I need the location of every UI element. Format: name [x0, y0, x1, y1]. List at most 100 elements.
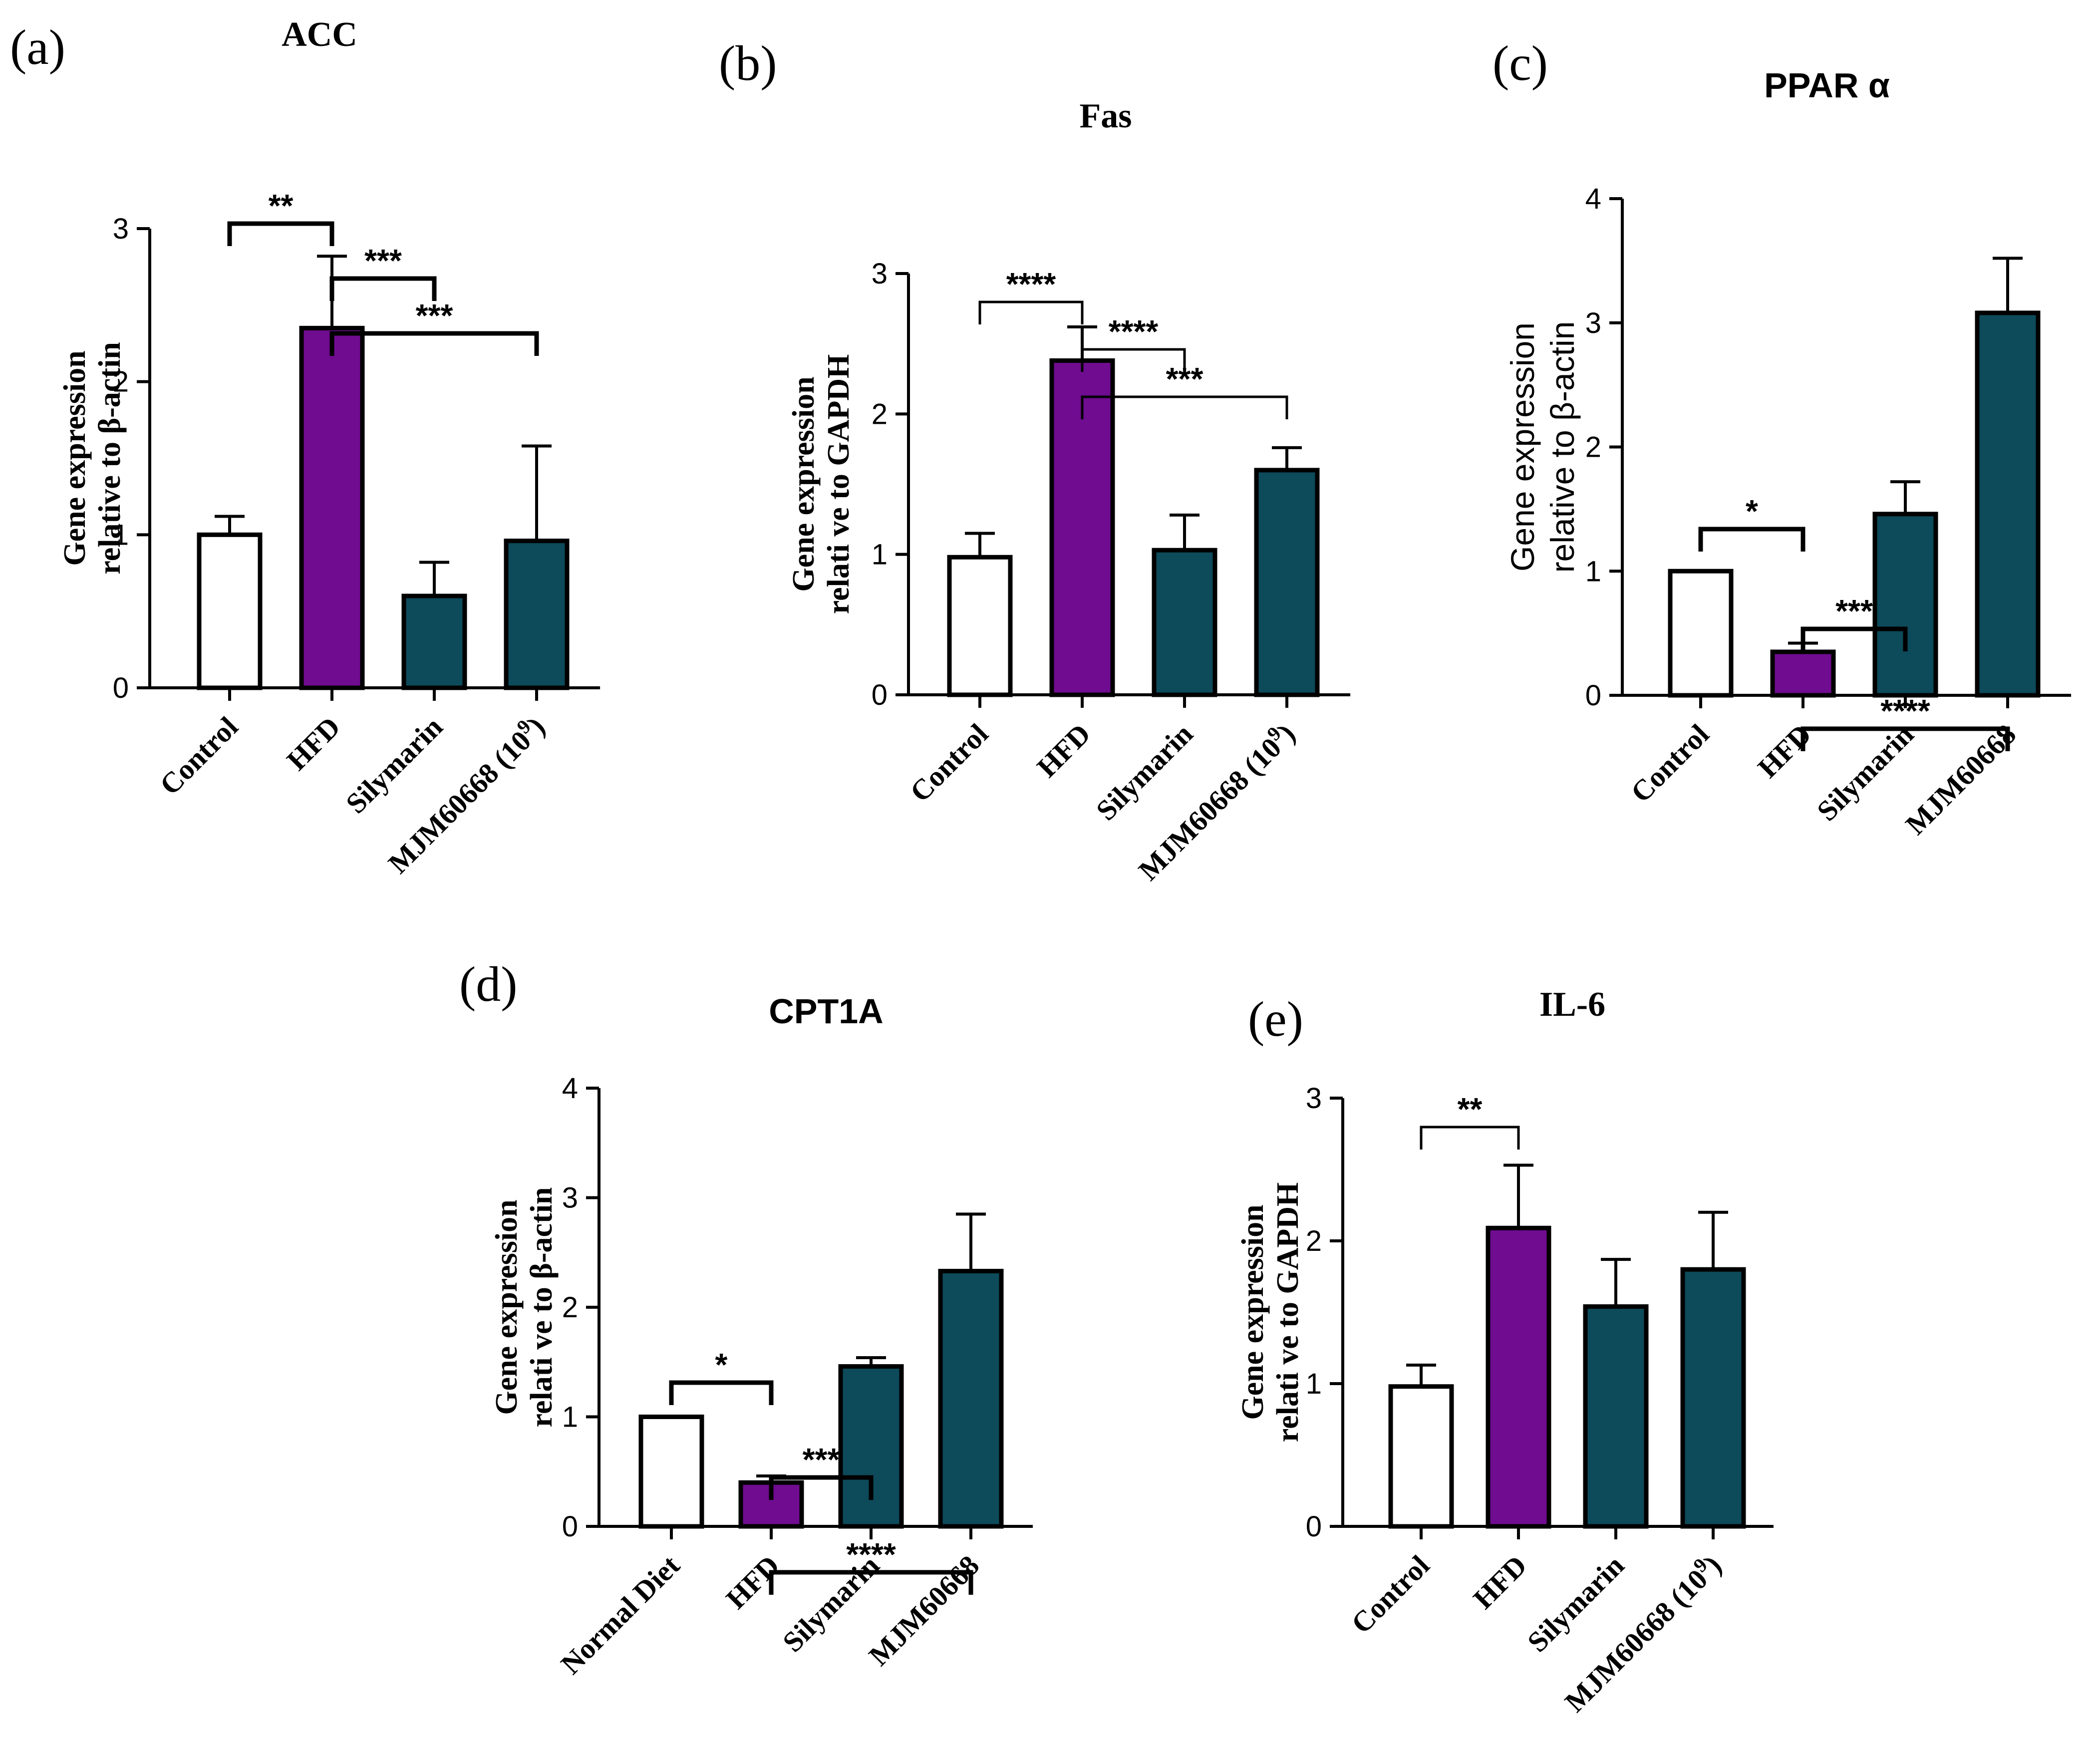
chart-title: CPT1A: [769, 992, 883, 1031]
x-category-label: HFD: [281, 710, 347, 777]
y-axis-label: Gene expressionrelati ve to β-actin: [490, 1187, 559, 1428]
bar: [838, 1364, 904, 1529]
panel-label: (c): [1493, 35, 1548, 91]
x-category-text: Control: [1624, 718, 1715, 809]
panel-label: (e): [1248, 991, 1303, 1047]
y-tick-label: 1: [113, 519, 129, 551]
y-tick-label: 3: [872, 258, 888, 290]
significance-label: ***: [416, 297, 453, 333]
y-tick-label: 0: [113, 672, 129, 704]
x-category-label: Silymarin: [339, 710, 449, 820]
y-axis-label: Gene expressionrelative to β-actin: [58, 342, 127, 574]
significance-bracket: [1420, 1126, 1520, 1150]
chart-title: IL-6: [1539, 985, 1605, 1024]
significance-bracket: [1698, 527, 1805, 552]
x-category-text: Control: [1345, 1549, 1436, 1640]
x-category-label: MJM60668 (109): [1556, 1547, 1728, 1718]
x-category-label: Control: [903, 717, 994, 808]
chart-title: Fas: [1080, 97, 1132, 135]
bar: [1770, 649, 1836, 698]
y-axis-label-line: Gene expression: [58, 350, 92, 566]
bar: [638, 1415, 704, 1529]
significance-label: ****: [1006, 266, 1056, 302]
bar: [1872, 512, 1938, 698]
panel-label: (a): [10, 19, 65, 75]
significance-bracket: [227, 221, 334, 246]
x-category-label: Silymarin: [1090, 717, 1199, 827]
x-category-text: Silymarin: [1090, 717, 1199, 827]
y-axis-label-line: relati ve to GAPDH: [822, 354, 856, 614]
significance-label: *: [715, 1347, 728, 1383]
panel-label: (b): [719, 35, 777, 91]
y-axis-label-line: relati ve to β-actin: [525, 1187, 559, 1428]
y-tick-label: 1: [562, 1401, 578, 1434]
bar: [1583, 1304, 1649, 1529]
x-category-text: HFD: [1031, 717, 1097, 784]
significance-label: *: [1746, 493, 1758, 529]
significance-bracket: [769, 1475, 874, 1500]
significance-bracket: [1081, 348, 1186, 372]
x-category-text: MJM60668: [1899, 718, 2022, 841]
x-category-text: HFD: [281, 710, 347, 777]
x-category-label: Control: [1345, 1549, 1436, 1640]
chart-panel-b: (b) Fas Gene expressionrelati ve to GAPDH 0…: [719, 35, 1351, 886]
bar: [1668, 569, 1734, 698]
x-category-text: Silymarin: [1810, 718, 1920, 827]
significance-label: ***: [1166, 361, 1203, 397]
x-category-label: HFD: [1467, 1549, 1533, 1615]
chart-panel-d: (d) CPT1A Gene expressionrelati ve to β-ac…: [459, 956, 1033, 1681]
y-tick-label: 1: [1585, 555, 1601, 587]
x-category-text: HFD: [1467, 1549, 1533, 1615]
y-tick-label: 3: [562, 1182, 578, 1214]
x-category-text: Silymarin: [339, 710, 449, 820]
y-axis-label: Gene expressionrelati ve to GAPDH: [1236, 1182, 1305, 1443]
y-tick-label: 2: [562, 1291, 578, 1324]
significance-bracket: [1800, 626, 1908, 651]
y-axis-label-line: Gene expression: [787, 376, 821, 591]
x-category-label: HFD: [1031, 717, 1097, 784]
y-axis-label-line: Gene expression: [490, 1199, 524, 1415]
x-category-label: MJM60668: [1899, 718, 2022, 841]
significance-label: **: [269, 188, 294, 224]
bar: [299, 325, 365, 690]
y-tick-label: 3: [1306, 1082, 1322, 1115]
y-tick-label: 0: [1306, 1510, 1322, 1543]
y-tick-label: 4: [562, 1072, 578, 1105]
significance-label: ***: [1835, 593, 1873, 629]
chart-title: PPAR α: [1764, 66, 1890, 105]
y-axis-label-line: Gene expression: [1236, 1204, 1270, 1420]
significance-bracket: [978, 300, 1084, 324]
y-tick-label: 2: [1585, 431, 1601, 464]
bar: [947, 555, 1013, 697]
bar: [1254, 468, 1320, 697]
x-category-label: Control: [153, 710, 244, 801]
significance-label: ***: [364, 243, 402, 279]
y-axis-label-line: relative to β-actin: [93, 342, 127, 574]
y-tick-label: 0: [872, 679, 888, 711]
x-category-text: Control: [153, 710, 244, 801]
y-axis-label-line: Gene expression: [1504, 322, 1541, 572]
significance-bracket: [1081, 395, 1288, 419]
y-axis-label-line: relative to β-actin: [1544, 321, 1581, 573]
significance-label: ****: [846, 1536, 896, 1572]
y-tick-label: 3: [113, 213, 129, 245]
significance-bracket: [769, 1570, 973, 1595]
significance-label: **: [1458, 1091, 1483, 1127]
chart-title: ACC: [282, 15, 357, 54]
bar: [504, 539, 570, 690]
y-axis-label: Gene expressionrelati ve to GAPDH: [787, 354, 856, 614]
y-tick-label: 2: [872, 398, 888, 430]
significance-bracket: [669, 1380, 774, 1405]
y-tick-label: 0: [1585, 679, 1601, 712]
y-tick-label: 0: [562, 1510, 578, 1543]
y-tick-label: 1: [1306, 1368, 1322, 1400]
bar: [1152, 548, 1217, 697]
chart-panel-e: (e) IL-6 Gene expressionrelati ve to GAPDH…: [1236, 985, 1774, 1718]
x-category-text: HFD: [720, 1549, 786, 1615]
chart-panel-c: (c) PPAR α Gene expressionrelative to β-ac…: [1493, 35, 2072, 841]
x-category-label: HFD: [720, 1549, 786, 1615]
significance-bracket: [329, 331, 539, 356]
significance-bracket: [329, 276, 437, 301]
x-category-label: Control: [1624, 718, 1715, 809]
